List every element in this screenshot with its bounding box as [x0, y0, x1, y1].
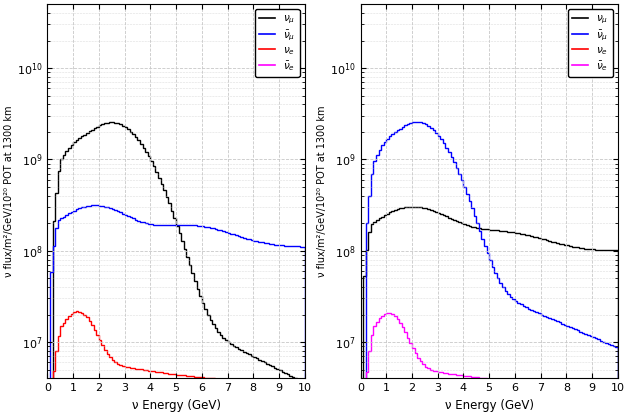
Legend: $\nu_{\mu}$, $\bar{\nu}_{\mu}$, $\nu_{e}$, $\bar{\nu}_{e}$: $\nu_{\mu}$, $\bar{\nu}_{\mu}$, $\nu_{e}… [255, 10, 299, 77]
X-axis label: ν Energy (GeV): ν Energy (GeV) [131, 399, 221, 412]
X-axis label: ν Energy (GeV): ν Energy (GeV) [445, 399, 533, 412]
Y-axis label: ν flux/m²/GeV/10²⁰ POT at 1300 km: ν flux/m²/GeV/10²⁰ POT at 1300 km [4, 106, 14, 277]
Legend: $\nu_{\mu}$, $\bar{\nu}_{\mu}$, $\nu_{e}$, $\bar{\nu}_{e}$: $\nu_{\mu}$, $\bar{\nu}_{\mu}$, $\nu_{e}… [568, 10, 613, 77]
Y-axis label: ν flux/m²/GeV/10²⁰ POT at 1300 km: ν flux/m²/GeV/10²⁰ POT at 1300 km [317, 106, 327, 277]
